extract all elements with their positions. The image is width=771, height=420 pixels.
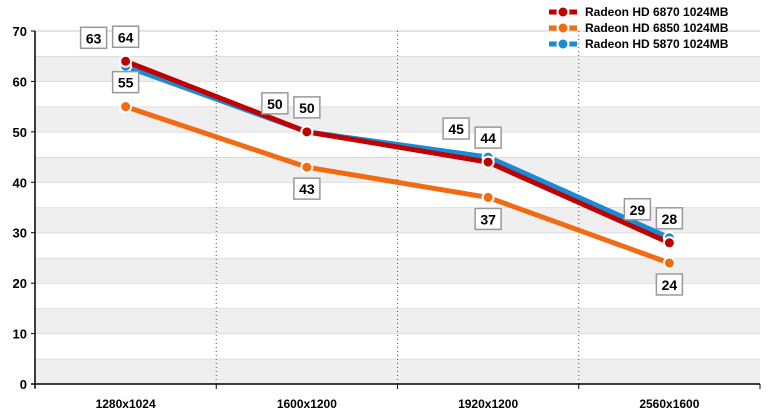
data-label: 63 [79,26,108,50]
data-label: 45 [442,117,470,140]
grid-band [35,81,760,107]
x-tick-label: 1920x1200 [458,397,518,411]
legend-marker [556,5,570,19]
data-label-box [474,207,502,231]
series-line [124,104,671,266]
data-label-text: 28 [662,211,678,227]
data-label-text: 55 [118,75,134,91]
data-label-box [474,126,502,149]
grid-band [35,157,760,183]
y-tick-label: 40 [13,175,27,190]
legend-marker [556,37,570,51]
grid-band [35,308,760,334]
y-tick-label: 50 [13,125,27,140]
grid-band [35,333,760,359]
y-tick-label: 70 [13,24,27,39]
x-tick-label: 1600x1200 [277,397,337,411]
y-tick-label: 0 [20,377,27,392]
data-label-box [293,96,321,119]
data-label: 28 [655,207,684,230]
data-label-text: 50 [299,100,315,116]
data-label: 43 [293,177,321,200]
data-label-box [442,117,470,140]
data-label-text: 64 [118,29,134,45]
y-tick-label: 60 [13,74,27,89]
data-label-box [655,207,684,230]
legend-item: Radeon HD 5870 1024MB [549,37,729,51]
y-tick-label: 20 [13,276,27,291]
data-point [119,54,133,68]
data-label-text: 43 [299,181,315,197]
data-label-text: 29 [630,202,646,218]
x-tick-label: 2560x1600 [639,397,699,411]
data-label: 24 [655,273,684,296]
data-point [481,155,495,169]
data-label: 44 [474,126,502,149]
data-label-box [623,198,652,221]
data-point [481,190,495,204]
data-label-box [293,177,321,200]
data-label: 37 [474,207,502,231]
legend-label: Radeon HD 5870 1024MB [585,37,729,51]
data-label-box [111,70,140,94]
data-label-box [111,25,140,49]
data-label-text: 37 [480,211,496,227]
data-label-text: 44 [480,130,496,146]
data-label: 64 [111,25,140,49]
data-label-box [261,92,289,115]
series-line [124,58,671,246]
data-label-text: 45 [448,121,464,137]
y-tick-label: 30 [13,226,27,241]
y-tick-label: 10 [13,327,27,342]
data-label-text: 50 [267,96,283,112]
legend-label: Radeon HD 6850 1024MB [585,21,729,35]
data-point [300,125,314,139]
legend-item: Radeon HD 6850 1024MB [549,21,729,35]
data-label-text: 63 [86,30,102,46]
data-label: 29 [623,198,652,221]
data-label: 55 [111,70,140,94]
legend-label: Radeon HD 6870 1024MB [585,5,729,19]
data-label: 50 [293,96,321,119]
data-point [300,160,314,174]
data-point [662,256,676,270]
data-label: 50 [261,92,289,115]
data-label-box [655,273,684,296]
data-label-text: 24 [662,277,678,293]
data-point [119,100,133,114]
legend-marker [556,21,570,35]
data-point [662,236,676,250]
grid-band [35,257,760,284]
legend-item: Radeon HD 6870 1024MB [549,5,729,19]
x-tick-label: 1280x1024 [96,397,156,411]
data-label-box [79,26,108,50]
